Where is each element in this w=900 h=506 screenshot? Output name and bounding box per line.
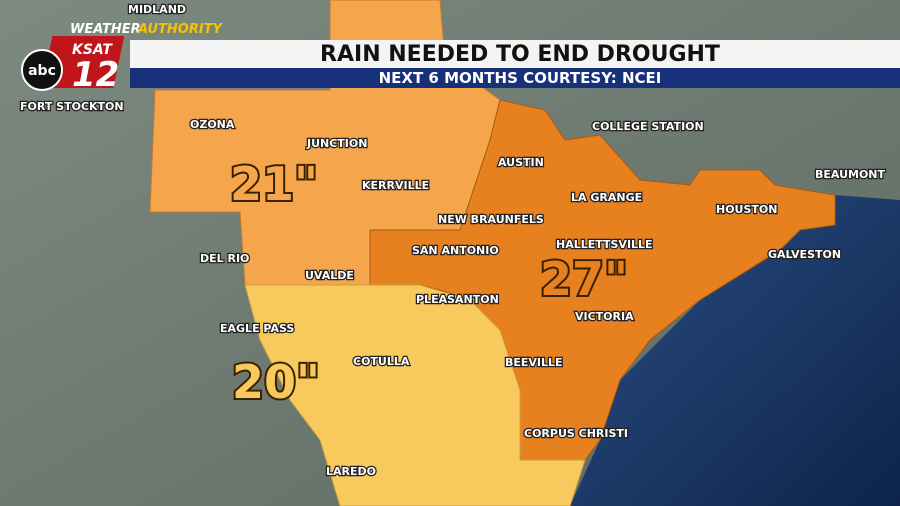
subtitle: NEXT 6 MONTHS COURTESY: NCEI [379, 69, 662, 87]
city-label: DEL RIO [200, 252, 249, 265]
title-bar [130, 40, 900, 68]
city-label: SAN ANTONIO [412, 244, 499, 257]
region-label: 27" [540, 252, 628, 306]
city-label: GALVESTON [768, 248, 841, 261]
city-label: HOUSTON [716, 203, 777, 216]
channel: 12 [72, 55, 119, 95]
city-label: UVALDE [305, 269, 354, 282]
station: KSAT [72, 42, 113, 58]
tagline-2: AUTHORITY [137, 22, 224, 37]
city-label: CORPUS CHRISTI [524, 427, 628, 440]
city-label: PLEASANTON [416, 293, 499, 306]
tagline-1: WEATHER [70, 22, 141, 37]
network: abc [28, 63, 56, 79]
gulf [570, 195, 900, 506]
city-label: BEAUMONT [815, 168, 886, 181]
city-label: OZONA [190, 118, 235, 131]
city-label: FORT STOCKTON [20, 100, 124, 113]
city-label: AUSTIN [498, 156, 544, 169]
city-label: EAGLE PASS [220, 322, 294, 335]
region-south [244, 284, 586, 506]
network-logo [21, 49, 63, 91]
title: RAIN NEEDED TO END DROUGHT [320, 42, 720, 67]
city-label: LA GRANGE [571, 191, 642, 204]
city-label: HALLETTSVILLE [556, 238, 653, 251]
city-label: JUNCTION [306, 137, 367, 150]
city-label: LAREDO [326, 465, 376, 478]
city-label: COTULLA [353, 355, 410, 368]
city-label: BEEVILLE [505, 356, 563, 369]
region-label: 21" [230, 157, 318, 211]
city-label: KERRVILLE [362, 179, 429, 192]
city-label: COLLEGE STATION [592, 120, 704, 133]
city-label: NEW BRAUNFELS [438, 213, 544, 226]
city-label: MIDLAND [128, 3, 186, 16]
subtitle-bar [130, 68, 900, 88]
city-label: VICTORIA [575, 310, 634, 323]
region-label: 20" [232, 355, 320, 409]
